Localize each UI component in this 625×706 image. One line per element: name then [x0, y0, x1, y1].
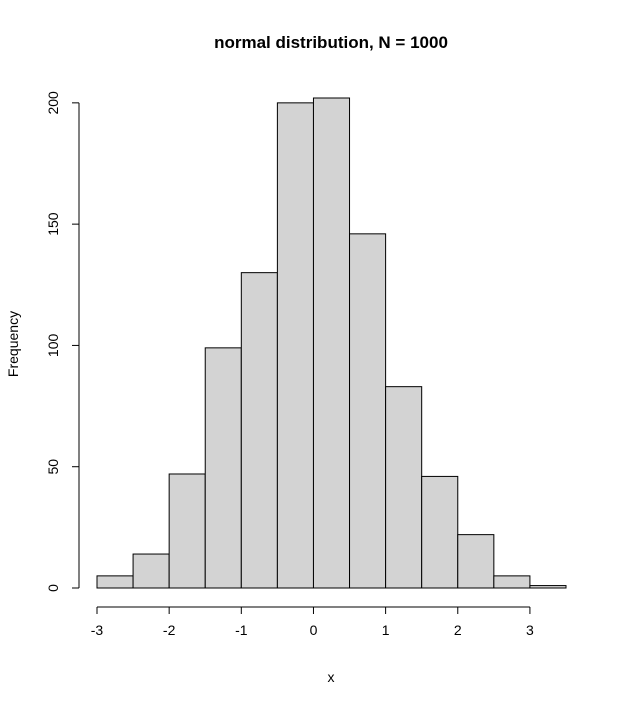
histogram-bar	[457, 534, 495, 589]
histogram-bar	[529, 585, 567, 589]
histogram-bar	[96, 575, 134, 589]
histogram-bar	[276, 102, 314, 589]
y-tick-label: 150	[45, 212, 61, 236]
histogram-bar	[493, 575, 531, 589]
histogram-bar	[349, 233, 387, 589]
chart-title: normal distribution, N = 1000	[214, 33, 448, 52]
x-tick-label: -2	[163, 622, 176, 638]
bars-group	[96, 97, 567, 589]
histogram-bar	[168, 473, 206, 589]
histogram-bar	[385, 386, 423, 589]
y-tick-label: 200	[45, 91, 61, 115]
x-tick-label: -1	[235, 622, 248, 638]
x-axis-label: x	[328, 669, 335, 685]
y-tick-label: 100	[45, 334, 61, 358]
y-axis-label: Frequency	[5, 311, 21, 377]
y-tick-label: 50	[45, 459, 61, 475]
histogram-bar	[132, 553, 170, 589]
x-tick-label: 3	[526, 622, 534, 638]
x-tick-label: 2	[454, 622, 462, 638]
histogram-bar	[312, 97, 351, 589]
x-tick-label: 0	[310, 622, 318, 638]
x-tick-label: -3	[91, 622, 104, 638]
y-axis: 0 50 100 150 200	[45, 91, 80, 592]
histogram-bar	[204, 347, 242, 589]
x-axis: -3 -2 -1 0 1 2 3	[91, 606, 534, 638]
histogram-bar	[240, 272, 278, 589]
histogram-bar	[421, 475, 459, 589]
y-tick-label: 0	[45, 584, 61, 592]
x-tick-label: 1	[382, 622, 390, 638]
